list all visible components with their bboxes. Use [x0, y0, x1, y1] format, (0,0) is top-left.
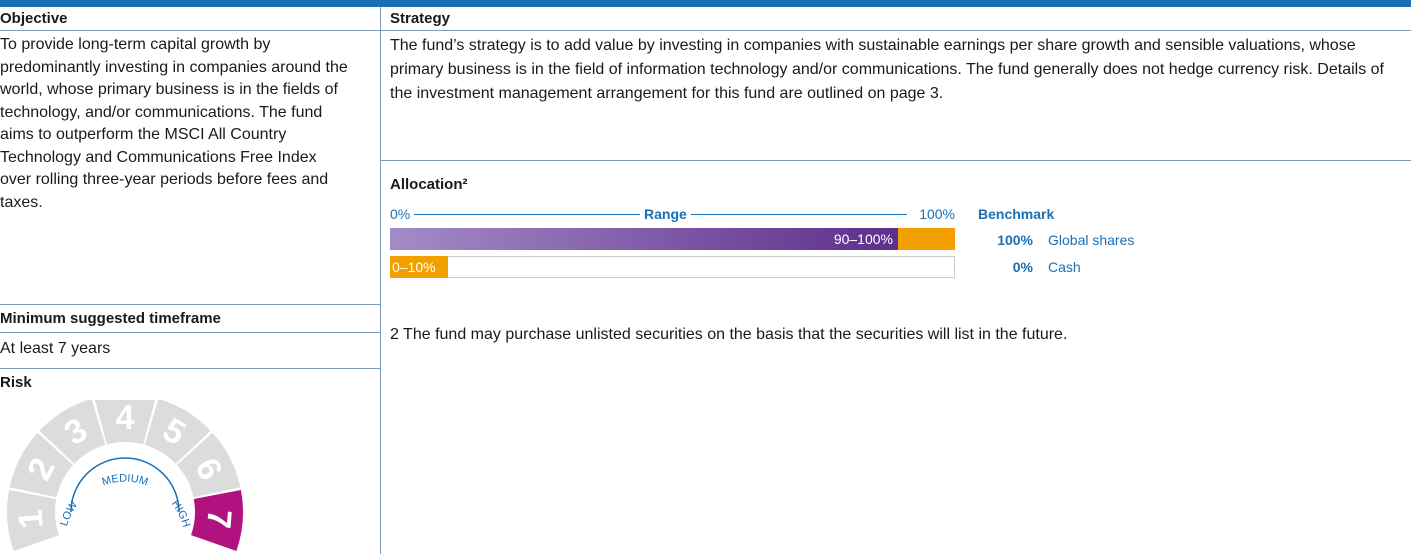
band-label: LOW: [58, 499, 80, 528]
range-label: 90–100%: [833, 231, 893, 247]
risk-level: 7: [199, 508, 238, 530]
axis-middle: Range: [640, 206, 691, 222]
benchmark-value: 0%: [1012, 259, 1033, 275]
risk-segment: [9, 432, 74, 498]
rule: [380, 160, 1411, 161]
risk-heading: Risk: [0, 374, 32, 391]
band-label: MEDIUM: [101, 472, 150, 488]
rule: [380, 30, 1411, 31]
rule: [0, 368, 380, 369]
range-max-bar: [390, 256, 448, 278]
range-min-bar: [390, 228, 898, 250]
strategy-text: The fund’s strategy is to add value by i…: [390, 37, 1384, 102]
axis-start: 0%: [390, 206, 414, 222]
rule: [0, 30, 380, 31]
band-line: [70, 457, 180, 512]
risk-segment: [39, 400, 106, 464]
range-bar: 90–100%: [390, 228, 955, 250]
range-axis: 0% Range 100%: [390, 206, 955, 222]
timeframe-text: At least 7 years: [0, 340, 111, 357]
asset-name: Global shares: [1048, 232, 1135, 248]
range-bar: 0–10%: [390, 256, 955, 278]
band-label-path: LOW: [58, 499, 80, 528]
risk-segment: [6, 490, 59, 552]
footnote: 2 The fund may purchase unlisted securit…: [390, 326, 1068, 343]
rule: [0, 304, 380, 305]
benchmark-heading: Benchmark: [978, 206, 1055, 222]
rule: [0, 332, 380, 333]
objective-text: To provide long-term capital growth by p…: [0, 36, 348, 211]
risk-segment: [191, 490, 243, 552]
timeframe-heading: Minimum suggested timeframe: [0, 310, 221, 327]
band-label: HIGH: [169, 498, 192, 529]
strategy-heading: Strategy: [390, 10, 451, 27]
column-divider: [380, 7, 381, 554]
allocation-heading: Allocation²: [390, 176, 468, 193]
risk-segment: [176, 432, 241, 498]
objective-heading: Objective: [0, 10, 68, 27]
axis-end: 100%: [916, 206, 955, 222]
benchmark-value: 100%: [997, 232, 1033, 248]
risk-segment: [144, 400, 211, 464]
risk-level: 1: [12, 508, 51, 530]
band-label-path: HIGH: [169, 498, 192, 529]
range-label: 0–10%: [392, 259, 436, 275]
asset-name: Cash: [1048, 259, 1081, 275]
risk-level: 4: [116, 400, 135, 437]
label-arc: [67, 482, 183, 527]
risk-segment: [94, 400, 156, 445]
top-bar: [0, 0, 1411, 7]
band-label-path: MEDIUM: [101, 472, 150, 488]
